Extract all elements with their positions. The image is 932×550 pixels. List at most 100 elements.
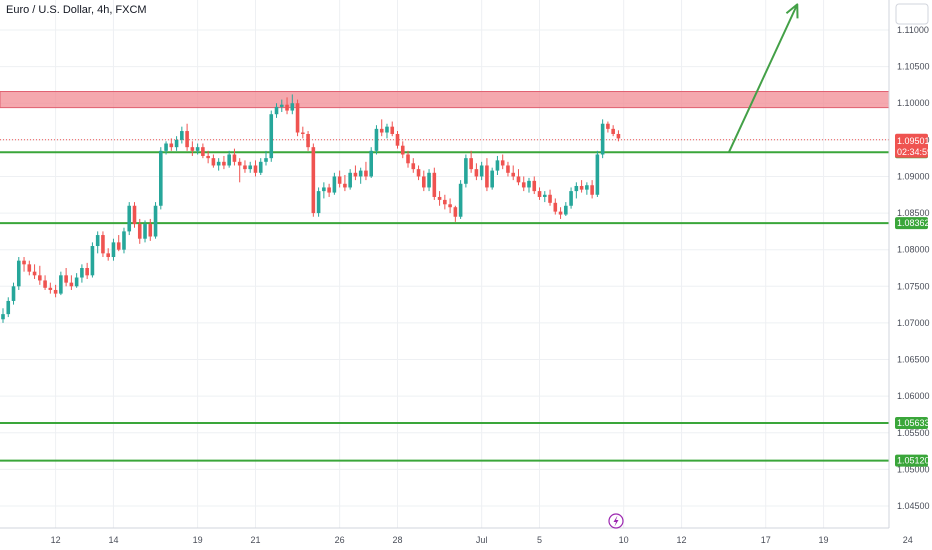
candle-body bbox=[443, 199, 447, 205]
candle-body bbox=[74, 277, 79, 287]
candle-body bbox=[43, 280, 47, 288]
candle bbox=[111, 238, 116, 261]
candle bbox=[248, 161, 253, 173]
time-axis-bg bbox=[0, 528, 932, 550]
candle bbox=[122, 227, 126, 254]
candle bbox=[174, 136, 179, 151]
candle-body bbox=[358, 170, 363, 177]
candle-body bbox=[106, 253, 110, 258]
candle-body bbox=[395, 133, 400, 146]
candle bbox=[485, 158, 489, 192]
candle bbox=[11, 282, 16, 305]
candle bbox=[132, 202, 137, 228]
candle bbox=[611, 125, 615, 137]
candle bbox=[95, 231, 100, 254]
candle-body bbox=[95, 235, 100, 247]
price-tick-label: 1.09000 bbox=[897, 171, 930, 181]
candle bbox=[574, 182, 579, 199]
projection-arrow[interactable] bbox=[727, 3, 799, 153]
candle bbox=[464, 154, 468, 188]
horizontal-levels[interactable] bbox=[0, 151, 889, 462]
candle-body bbox=[237, 161, 242, 166]
candle bbox=[364, 161, 368, 181]
candle-body bbox=[558, 211, 563, 215]
candle-body bbox=[164, 143, 168, 151]
candle-body bbox=[479, 165, 484, 177]
arrow-head bbox=[785, 3, 799, 19]
candle bbox=[332, 172, 337, 195]
candle bbox=[369, 147, 373, 178]
candle-body bbox=[69, 282, 74, 287]
candle-body bbox=[101, 235, 105, 254]
candle-body bbox=[516, 176, 521, 183]
candle-body bbox=[11, 286, 16, 301]
current-price-label-bg bbox=[895, 133, 928, 158]
candle-body bbox=[353, 172, 358, 177]
candle bbox=[6, 297, 11, 318]
candle-body bbox=[316, 191, 321, 214]
candle-body bbox=[153, 205, 158, 237]
candle-body bbox=[159, 150, 163, 206]
candle bbox=[595, 150, 600, 197]
candle bbox=[400, 141, 405, 159]
candle-body bbox=[201, 147, 205, 156]
candle bbox=[85, 262, 89, 279]
candle bbox=[432, 167, 437, 200]
candle bbox=[385, 123, 389, 139]
level-price-label: 1.05120 bbox=[897, 456, 930, 466]
candle bbox=[59, 271, 63, 296]
candle-body bbox=[111, 242, 116, 258]
candle bbox=[38, 265, 42, 285]
grid bbox=[0, 0, 909, 528]
level-price-label-bg bbox=[895, 454, 928, 467]
candle bbox=[448, 198, 452, 214]
candle-body bbox=[85, 268, 89, 276]
candle bbox=[27, 260, 32, 276]
candle-body bbox=[337, 176, 342, 184]
price-tick-label: 1.07500 bbox=[897, 281, 930, 291]
candle bbox=[153, 202, 158, 239]
price-tick-label: 1.06000 bbox=[897, 391, 930, 401]
candle bbox=[16, 257, 21, 290]
candle-body bbox=[216, 161, 221, 166]
candle-body bbox=[222, 161, 226, 166]
candle bbox=[521, 176, 526, 192]
candle bbox=[411, 158, 416, 173]
candle bbox=[237, 158, 242, 183]
candle bbox=[374, 125, 379, 155]
candle-body bbox=[195, 147, 200, 151]
candle bbox=[406, 150, 410, 168]
candle-body bbox=[416, 169, 421, 177]
candle bbox=[211, 154, 216, 168]
candle bbox=[43, 275, 47, 290]
time-tick-label: 5 bbox=[537, 535, 542, 545]
time-tick-label: 12 bbox=[51, 535, 61, 545]
candle bbox=[148, 218, 153, 241]
candle bbox=[327, 183, 331, 197]
candle-body bbox=[600, 123, 605, 155]
candle bbox=[358, 167, 363, 184]
candle-body bbox=[564, 205, 568, 215]
price-tick-label: 1.10000 bbox=[897, 98, 930, 108]
candle bbox=[269, 110, 274, 162]
candle bbox=[64, 268, 68, 287]
candle-body bbox=[448, 204, 452, 208]
candle bbox=[474, 163, 479, 181]
candle-body bbox=[616, 133, 621, 139]
candle-body bbox=[90, 246, 95, 276]
candle bbox=[427, 169, 431, 192]
price-axis[interactable]: 1.110001.105001.100001.095001.090001.085… bbox=[888, 0, 932, 550]
candle-body bbox=[38, 275, 42, 281]
candle bbox=[322, 182, 326, 199]
candle-body bbox=[27, 264, 32, 272]
candle bbox=[32, 264, 37, 279]
candle-body bbox=[579, 185, 584, 190]
time-axis[interactable]: 12 14 19 21 26 28 Jul 5 10 12 17 19 24 bbox=[0, 527, 932, 550]
scale-button[interactable] bbox=[895, 3, 929, 25]
candle-body bbox=[180, 131, 184, 140]
time-tick-label: 17 bbox=[761, 535, 771, 545]
events-icon[interactable] bbox=[608, 513, 624, 529]
candle bbox=[53, 284, 58, 298]
price-tick-label: 1.04500 bbox=[897, 501, 930, 511]
